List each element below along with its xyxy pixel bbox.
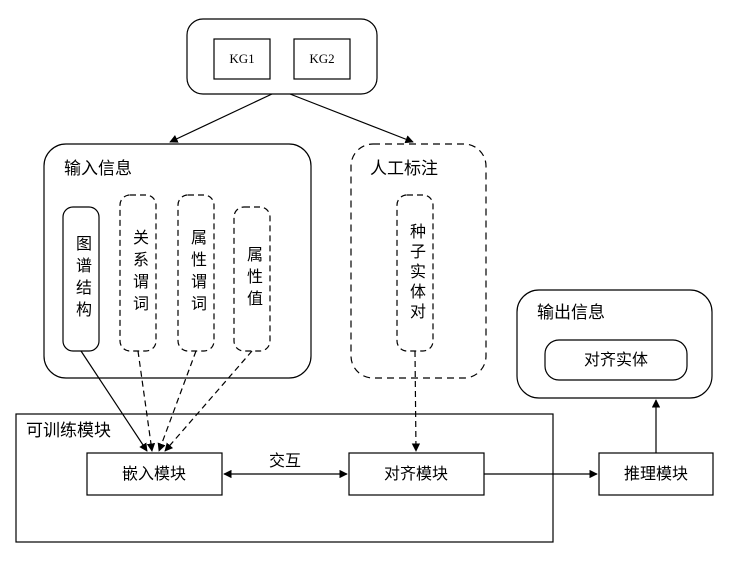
interact-label: 交互 [269, 452, 301, 470]
infer-label: 推理模块 [624, 465, 688, 483]
trainable-title: 可训练模块 [26, 421, 111, 440]
rel-pred-box [120, 195, 156, 351]
kg2-label: KG2 [309, 51, 334, 66]
input-info-title: 输入信息 [64, 159, 132, 178]
kg1-label: KG1 [229, 51, 254, 66]
edge-rel-to-embed [138, 351, 152, 451]
edge-kg-to-input [170, 94, 272, 142]
attr-pred-box [178, 195, 214, 351]
edge-kg-to-manual [290, 94, 413, 142]
graph-struct-box [63, 207, 99, 351]
aligned-entity-label: 对齐实体 [584, 351, 648, 369]
edge-seed-to-align [415, 351, 416, 451]
manual-title: 人工标注 [370, 159, 438, 178]
manual-group [351, 144, 486, 378]
align-label: 对齐模块 [384, 465, 448, 483]
kg-group [187, 19, 377, 94]
attr-val-box [234, 207, 270, 351]
embed-label: 嵌入模块 [122, 465, 186, 483]
output-info-title: 输出信息 [537, 303, 605, 322]
seed-pair-box [397, 195, 433, 351]
